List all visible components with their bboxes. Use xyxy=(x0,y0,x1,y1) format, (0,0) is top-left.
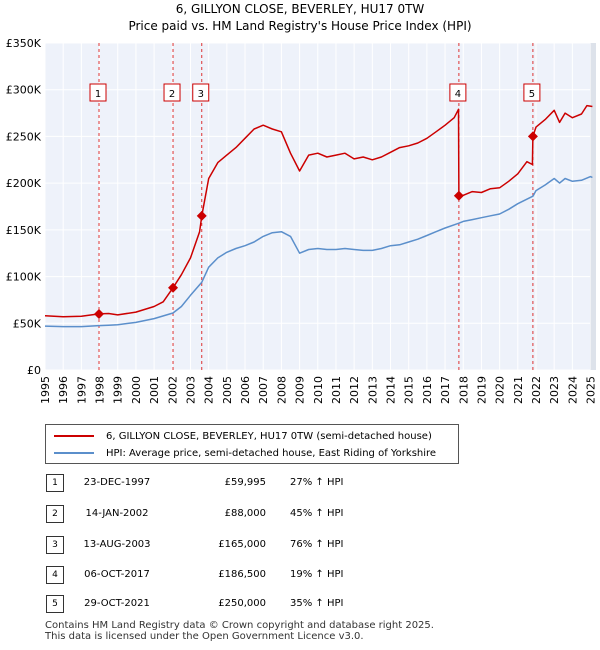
x-tick-label: 1998 xyxy=(94,376,107,404)
y-tick-label: £0 xyxy=(27,364,41,377)
footer-copyright: Contains HM Land Registry data © Crown c… xyxy=(45,620,434,631)
sale-number-box xyxy=(89,83,107,102)
x-tick-label: 2019 xyxy=(475,376,488,404)
legend-label-hpi: HPI: Average price, semi-detached house,… xyxy=(106,447,437,459)
x-tick-label: 2016 xyxy=(421,376,434,404)
sale-number-box xyxy=(192,83,210,102)
legend-swatch-property xyxy=(54,435,94,437)
sale-number-badge: 5 xyxy=(46,595,64,613)
sale-point xyxy=(168,282,179,293)
x-tick-label: 2022 xyxy=(530,376,543,404)
sale-hpi-change: 45% ↑ HPI xyxy=(290,508,344,519)
price-chart: 1995 1996 1997 1998 1999 2000 2001 2002 2003 2004… xyxy=(6,37,598,404)
sale-hpi-change: 27% ↑ HPI xyxy=(290,477,344,488)
legend-item-property: 6, GILLYON CLOSE, BEVERLEY, HU17 0TW (se… xyxy=(54,428,432,444)
x-tick-label: 2017 xyxy=(439,376,452,404)
sale-number-badge: 4 xyxy=(46,566,64,584)
plot-area xyxy=(45,43,596,370)
x-tick-label: 1999 xyxy=(112,376,125,404)
x-tick-label: 2018 xyxy=(457,376,470,404)
x-tick-label: 2000 xyxy=(130,376,143,404)
sale-point xyxy=(196,210,207,221)
sale-number-box xyxy=(449,83,467,102)
table-row: 2 14-JAN-2002 £88,000 45% ↑ HPI xyxy=(0,505,600,525)
legend-label-property: 6, GILLYON CLOSE, BEVERLEY, HU17 0TW (se… xyxy=(106,430,432,442)
x-tick-label: 2007 xyxy=(257,376,270,404)
x-tick-label: 2020 xyxy=(494,376,507,404)
hpi-line xyxy=(44,175,593,328)
legend: 6, GILLYON CLOSE, BEVERLEY, HU17 0TW (se… xyxy=(45,424,459,464)
x-tick-label: 2004 xyxy=(203,376,216,404)
x-tick-label: 2021 xyxy=(512,376,525,404)
y-tick-label: £150K xyxy=(6,224,42,237)
x-tick-label: 2025 xyxy=(585,376,598,404)
table-row: 5 29-OCT-2021 £250,000 35% ↑ HPI xyxy=(0,595,600,615)
x-tick-label: 2010 xyxy=(312,376,325,404)
x-tick-label: 2024 xyxy=(566,376,579,404)
x-tick-label: 2013 xyxy=(366,376,379,404)
chart-subtitle: Price paid vs. HM Land Registry's House … xyxy=(128,19,472,33)
x-tick-label: 2023 xyxy=(548,376,561,404)
sale-date: 14-JAN-2002 xyxy=(85,508,149,519)
table-row: 4 06-OCT-2017 £186,500 19% ↑ HPI xyxy=(0,566,600,586)
legend-item-hpi: HPI: Average price, semi-detached house,… xyxy=(54,445,436,461)
y-tick-label: £50K xyxy=(13,317,42,330)
sale-price: £88,000 xyxy=(224,508,266,519)
sale-date: 23-DEC-1997 xyxy=(83,477,151,488)
sale-price: £250,000 xyxy=(218,598,266,609)
x-tick-label: 2002 xyxy=(166,376,179,404)
forecast-region xyxy=(590,43,596,370)
y-tick-label: £200K xyxy=(6,177,42,190)
sale-point xyxy=(94,308,105,319)
x-tick-label: 2009 xyxy=(294,376,307,404)
y-tick-label: £300K xyxy=(6,84,42,97)
x-tick-label: 1996 xyxy=(57,376,70,404)
sale-number-box xyxy=(523,83,541,102)
sale-hpi-change: 35% ↑ HPI xyxy=(290,598,344,609)
sale-point xyxy=(453,190,464,201)
sale-number-badge: 2 xyxy=(46,505,64,523)
x-tick-label: 1997 xyxy=(75,376,88,404)
table-row: 3 13-AUG-2003 £165,000 76% ↑ HPI xyxy=(0,536,600,556)
sale-number-label: 5 xyxy=(529,89,535,100)
sale-price: £186,500 xyxy=(218,569,266,580)
footer-attribution: Contains HM Land Registry data © Crown c… xyxy=(45,620,434,642)
x-tick-label: 1995 xyxy=(39,376,52,404)
x-tick-label: 2015 xyxy=(403,376,416,404)
x-tick-label: 2012 xyxy=(348,376,361,404)
y-tick-label: £350K xyxy=(6,37,42,50)
sale-number-box xyxy=(163,83,181,102)
table-row: 1 23-DEC-1997 £59,995 27% ↑ HPI xyxy=(0,474,600,494)
chart-title: 6, GILLYON CLOSE, BEVERLEY, HU17 0TW xyxy=(175,2,425,16)
sale-number-label: 1 xyxy=(95,89,101,100)
footer-license: This data is licensed under the Open Gov… xyxy=(45,631,364,642)
sale-date: 13-AUG-2003 xyxy=(83,539,151,550)
sale-number-badge: 1 xyxy=(46,474,64,492)
y-tick-label: £100K xyxy=(6,271,42,284)
sale-date: 06-OCT-2017 xyxy=(84,569,150,580)
x-tick-label: 2001 xyxy=(148,376,161,404)
x-tick-label: 2005 xyxy=(221,376,234,404)
x-tick-label: 2014 xyxy=(385,376,398,404)
x-tick-label: 2006 xyxy=(239,376,252,404)
sale-hpi-change: 76% ↑ HPI xyxy=(290,539,344,550)
sale-hpi-change: 19% ↑ HPI xyxy=(290,569,344,580)
sale-number-label: 2 xyxy=(169,89,175,100)
property-price-line xyxy=(44,104,593,318)
sale-number-label: 4 xyxy=(455,89,461,100)
sale-price: £165,000 xyxy=(218,539,266,550)
x-tick-label: 2003 xyxy=(184,376,197,404)
y-tick-label: £250K xyxy=(6,130,42,143)
x-tick-label: 2008 xyxy=(275,376,288,404)
sale-point xyxy=(527,131,538,142)
sale-date: 29-OCT-2021 xyxy=(84,598,150,609)
sale-number-badge: 3 xyxy=(46,536,64,554)
legend-swatch-hpi xyxy=(54,452,94,454)
sale-price: £59,995 xyxy=(224,477,266,488)
sale-number-label: 3 xyxy=(198,89,204,100)
x-tick-label: 2011 xyxy=(330,376,343,404)
